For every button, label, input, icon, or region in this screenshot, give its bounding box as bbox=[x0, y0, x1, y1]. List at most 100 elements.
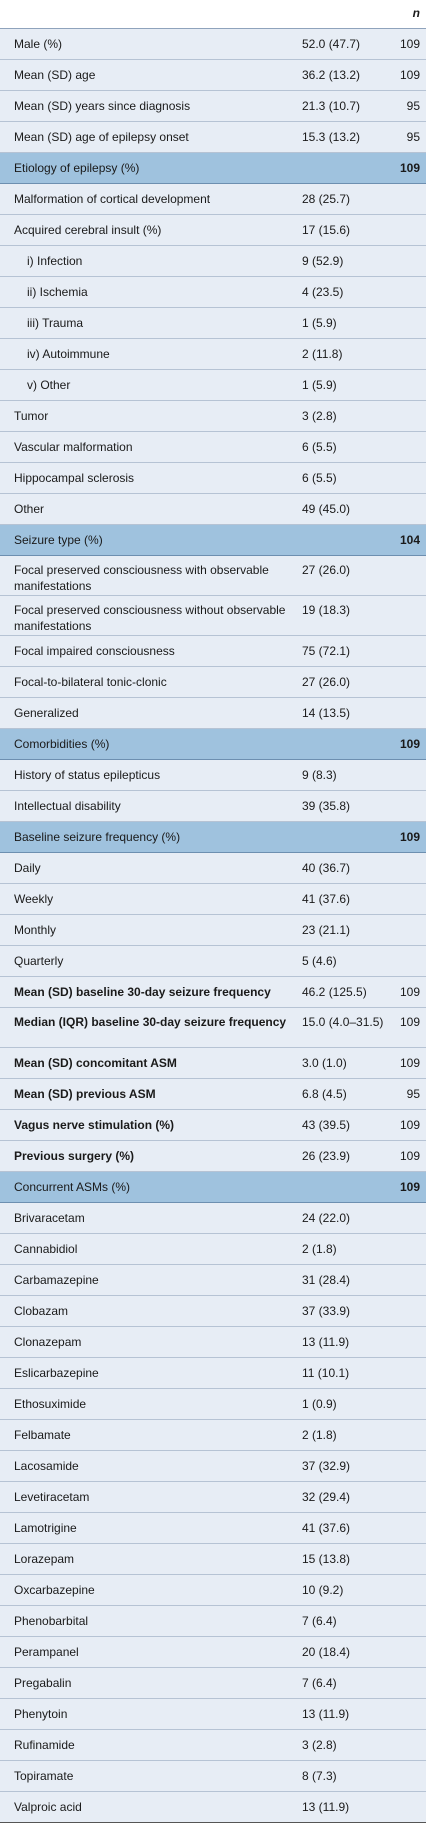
row-label: Etiology of epilepsy (%) bbox=[0, 152, 300, 184]
row-label: Lorazepam bbox=[0, 1543, 300, 1575]
row-n: 109 bbox=[386, 152, 426, 184]
row-label: Seizure type (%) bbox=[0, 524, 300, 556]
row-value: 41 (37.6) bbox=[300, 883, 386, 915]
row-label: Valproic acid bbox=[0, 1791, 300, 1823]
row-value: 15.3 (13.2) bbox=[300, 121, 386, 153]
table-row: Ethosuximide 1 (0.9) bbox=[0, 1388, 426, 1420]
row-value: 21.3 (10.7) bbox=[300, 90, 386, 122]
row-n: 95 bbox=[386, 90, 426, 122]
row-label: Focal impaired consciousness bbox=[0, 635, 300, 667]
row-value: 8 (7.3) bbox=[300, 1760, 386, 1792]
row-n bbox=[386, 759, 426, 791]
table-row: Mean (SD) age of epilepsy onset 15.3 (13.… bbox=[0, 121, 426, 153]
row-value: 32 (29.4) bbox=[300, 1481, 386, 1513]
table-row: Daily 40 (36.7) bbox=[0, 852, 426, 884]
row-value: 15.0 (4.0–31.5) bbox=[300, 1007, 386, 1048]
row-n bbox=[386, 790, 426, 822]
row-n bbox=[386, 1791, 426, 1823]
table-row: Eslicarbazepine 11 (10.1) bbox=[0, 1357, 426, 1389]
row-label: ii) Ischemia bbox=[0, 276, 300, 308]
row-label: Weekly bbox=[0, 883, 300, 915]
summary-row: Mean (SD) baseline 30-day seizure freque… bbox=[0, 976, 426, 1008]
row-n bbox=[386, 635, 426, 667]
row-value: 37 (33.9) bbox=[300, 1295, 386, 1327]
table-row: Generalized 14 (13.5) bbox=[0, 697, 426, 729]
row-label: Eslicarbazepine bbox=[0, 1357, 300, 1389]
row-value: 2 (1.8) bbox=[300, 1419, 386, 1451]
row-value: 27 (26.0) bbox=[300, 666, 386, 698]
row-n bbox=[386, 1326, 426, 1358]
row-label: Mean (SD) age of epilepsy onset bbox=[0, 121, 300, 153]
row-value: 19 (18.3) bbox=[300, 595, 386, 636]
row-n bbox=[386, 1667, 426, 1699]
row-label: Vascular malformation bbox=[0, 431, 300, 463]
table-row: Intellectual disability 39 (35.8) bbox=[0, 790, 426, 822]
table-subrow: iii) Trauma 1 (5.9) bbox=[0, 307, 426, 339]
row-label: Concurrent ASMs (%) bbox=[0, 1171, 300, 1203]
summary-row: Vagus nerve stimulation (%) 43 (39.5) 109 bbox=[0, 1109, 426, 1141]
row-n: 104 bbox=[386, 524, 426, 556]
table-row: Focal impaired consciousness 75 (72.1) bbox=[0, 635, 426, 667]
row-n: 109 bbox=[386, 1109, 426, 1141]
row-label: History of status epilepticus bbox=[0, 759, 300, 791]
row-value: 52.0 (47.7) bbox=[300, 28, 386, 60]
row-n bbox=[386, 1760, 426, 1792]
row-n: 109 bbox=[386, 59, 426, 91]
section-header-row: Seizure type (%) 104 bbox=[0, 524, 426, 556]
row-label: Carbamazepine bbox=[0, 1264, 300, 1296]
row-label: i) Infection bbox=[0, 245, 300, 277]
row-value: 1 (0.9) bbox=[300, 1388, 386, 1420]
header-label-cell bbox=[0, 0, 300, 29]
table-row: Phenobarbital 7 (6.4) bbox=[0, 1605, 426, 1637]
table-row: Focal preserved consciousness with obser… bbox=[0, 555, 426, 596]
row-label: Topiramate bbox=[0, 1760, 300, 1792]
table-row: Perampanel 20 (18.4) bbox=[0, 1636, 426, 1668]
row-value: 39 (35.8) bbox=[300, 790, 386, 822]
row-value: 36.2 (13.2) bbox=[300, 59, 386, 91]
row-n bbox=[386, 595, 426, 636]
row-label: Tumor bbox=[0, 400, 300, 432]
row-value: 9 (8.3) bbox=[300, 759, 386, 791]
table-row: Cannabidiol 2 (1.8) bbox=[0, 1233, 426, 1265]
row-n: 109 bbox=[386, 1171, 426, 1203]
table-row: Rufinamide 3 (2.8) bbox=[0, 1729, 426, 1761]
row-n bbox=[386, 1357, 426, 1389]
table-row: Mean (SD) age 36.2 (13.2) 109 bbox=[0, 59, 426, 91]
row-label: Focal preserved consciousness with obser… bbox=[0, 555, 300, 596]
row-value: 49 (45.0) bbox=[300, 493, 386, 525]
row-label: v) Other bbox=[0, 369, 300, 401]
row-n: 109 bbox=[386, 1047, 426, 1079]
row-label: Lacosamide bbox=[0, 1450, 300, 1482]
row-value: 23 (21.1) bbox=[300, 914, 386, 946]
row-label: Previous surgery (%) bbox=[0, 1140, 300, 1172]
row-n: 109 bbox=[386, 821, 426, 853]
table-row: Pregabalin 7 (6.4) bbox=[0, 1667, 426, 1699]
table-row: Lamotrigine 41 (37.6) bbox=[0, 1512, 426, 1544]
section-header-row: Comorbidities (%) 109 bbox=[0, 728, 426, 760]
table-row: Brivaracetam 24 (22.0) bbox=[0, 1202, 426, 1234]
table-row: Clobazam 37 (33.9) bbox=[0, 1295, 426, 1327]
table-row: Phenytoin 13 (11.9) bbox=[0, 1698, 426, 1730]
row-n bbox=[386, 276, 426, 308]
row-n bbox=[386, 1574, 426, 1606]
row-value: 2 (11.8) bbox=[300, 338, 386, 370]
table-row: Male (%) 52.0 (47.7) 109 bbox=[0, 28, 426, 60]
row-n bbox=[386, 1295, 426, 1327]
table-row: Vascular malformation 6 (5.5) bbox=[0, 431, 426, 463]
row-n: 109 bbox=[386, 28, 426, 60]
row-n: 109 bbox=[386, 728, 426, 760]
row-value bbox=[300, 821, 386, 853]
row-value bbox=[300, 152, 386, 184]
row-label: Focal-to-bilateral tonic-clonic bbox=[0, 666, 300, 698]
row-label: Quarterly bbox=[0, 945, 300, 977]
row-label: Intellectual disability bbox=[0, 790, 300, 822]
row-n bbox=[386, 1481, 426, 1513]
table-row: Focal preserved consciousness without ob… bbox=[0, 595, 426, 636]
section-header-row: Concurrent ASMs (%) 109 bbox=[0, 1171, 426, 1203]
row-n bbox=[386, 1605, 426, 1637]
row-value: 7 (6.4) bbox=[300, 1605, 386, 1637]
row-n bbox=[386, 1636, 426, 1668]
row-label: Other bbox=[0, 493, 300, 525]
table-row: Clonazepam 13 (11.9) bbox=[0, 1326, 426, 1358]
row-value: 3 (2.8) bbox=[300, 400, 386, 432]
